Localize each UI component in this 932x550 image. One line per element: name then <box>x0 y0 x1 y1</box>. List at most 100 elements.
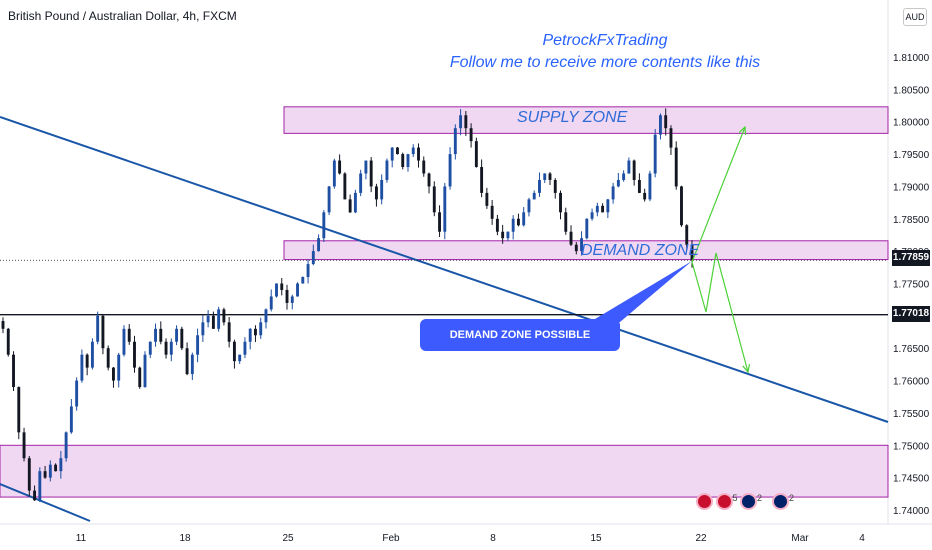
chart-title: British Pound / Australian Dollar, 4h, F… <box>8 9 237 23</box>
candle-body <box>690 244 694 261</box>
y-tick-label: 1.79500 <box>893 150 930 161</box>
candle-body <box>285 289 289 303</box>
candle-body <box>338 160 342 174</box>
candle-body <box>506 231 510 239</box>
y-tick-label: 1.81000 <box>893 53 930 64</box>
candle-body <box>611 186 615 200</box>
candle-body <box>1 321 5 329</box>
candle-body <box>432 186 436 213</box>
candle-body <box>396 147 399 155</box>
candle-body <box>532 192 536 200</box>
event-icons-group-2[interactable]: 2 <box>772 493 794 510</box>
event-count: 2 <box>757 493 763 503</box>
y-tick-label: 1.75000 <box>893 441 930 452</box>
candle-body <box>217 309 221 329</box>
candle-body <box>374 186 378 200</box>
currency-button[interactable]: AUD <box>903 8 927 26</box>
candle-body <box>259 322 263 336</box>
candle-body <box>501 231 505 239</box>
bearish-projection-arrow <box>691 252 749 373</box>
author-name: PetrockFxTrading <box>542 32 668 49</box>
candle-body <box>485 192 489 206</box>
candle-body <box>96 315 100 342</box>
x-tick-label: 8 <box>490 533 496 544</box>
candle-body <box>269 296 273 310</box>
candle-body <box>490 205 494 219</box>
candle-body <box>474 141 478 168</box>
y-tick-label: 1.78500 <box>893 215 930 226</box>
x-tick-label: Feb <box>382 533 400 544</box>
candle-body <box>138 367 142 388</box>
current-price-tag: 1.77859 <box>892 250 930 266</box>
candle-body <box>85 354 89 368</box>
candle-body <box>653 134 657 174</box>
candle-body <box>59 458 63 472</box>
uk-flag-icon <box>696 493 713 510</box>
candle-body <box>480 167 484 193</box>
candle-body <box>27 458 31 491</box>
candle-body <box>459 115 463 129</box>
lower-demand-zone <box>0 444 889 498</box>
candle-body <box>180 328 184 349</box>
candle-body <box>322 212 326 239</box>
candle-body <box>469 128 473 142</box>
candle-body <box>33 490 37 501</box>
candle-body <box>311 251 315 265</box>
candle-body <box>327 186 331 213</box>
candle-body <box>54 464 58 472</box>
candle-body <box>90 341 94 368</box>
candle-body <box>569 231 573 245</box>
lines-layer <box>0 116 889 522</box>
candle-body <box>380 179 384 200</box>
au-flag-icon <box>740 493 758 510</box>
event-icons-group-1[interactable]: 5 2 <box>696 493 762 510</box>
candle-body <box>448 154 452 187</box>
candle-body <box>680 186 683 226</box>
candle-body <box>385 160 389 180</box>
candle-body <box>275 283 278 297</box>
candle-body <box>290 296 294 303</box>
candle-body <box>190 354 194 375</box>
candle-body <box>69 406 73 433</box>
candle-body <box>411 147 415 155</box>
y-tick-label: 1.79000 <box>893 182 930 193</box>
demand-zone-label: DEMAND ZONE <box>581 242 700 259</box>
y-tick-label: 1.80500 <box>893 85 930 96</box>
candle-body <box>43 471 47 478</box>
demand-zone <box>283 240 889 261</box>
au-flag-icon <box>772 493 789 510</box>
candle-body <box>359 173 363 193</box>
candle-body <box>643 192 647 200</box>
arrows-layer <box>691 125 751 374</box>
candle-body <box>75 380 79 407</box>
supply-zone-label: SUPPLY ZONE <box>517 109 628 126</box>
candle-body <box>527 199 531 213</box>
candle-body <box>101 315 105 349</box>
candle-body <box>264 309 268 323</box>
x-tick-label: 22 <box>695 533 707 544</box>
candle-body <box>232 341 236 362</box>
candle-body <box>185 348 189 375</box>
candle-body <box>648 173 652 200</box>
candle-body <box>80 354 84 381</box>
candle-body <box>254 328 257 336</box>
y-tick-label: 1.75500 <box>893 409 930 420</box>
zones-layer <box>0 106 889 498</box>
candle-body <box>543 173 547 180</box>
x-tick-label: 11 <box>76 533 87 544</box>
candle-body <box>301 277 305 284</box>
uk-flag-icon <box>715 493 733 510</box>
candle-body <box>306 264 310 278</box>
candle-body <box>169 341 173 355</box>
candle-body <box>495 218 499 232</box>
candle-body <box>64 432 68 459</box>
candle-body <box>606 199 610 213</box>
breakout-callout: DEMAND ZONE POSSIBLE BREAKOUT <box>420 319 620 373</box>
candle-body <box>369 160 373 187</box>
candle-body <box>401 154 405 168</box>
candle-body <box>243 341 247 355</box>
candle-body <box>427 173 431 187</box>
x-tick-label: 25 <box>282 533 294 544</box>
candle-body <box>559 192 562 213</box>
